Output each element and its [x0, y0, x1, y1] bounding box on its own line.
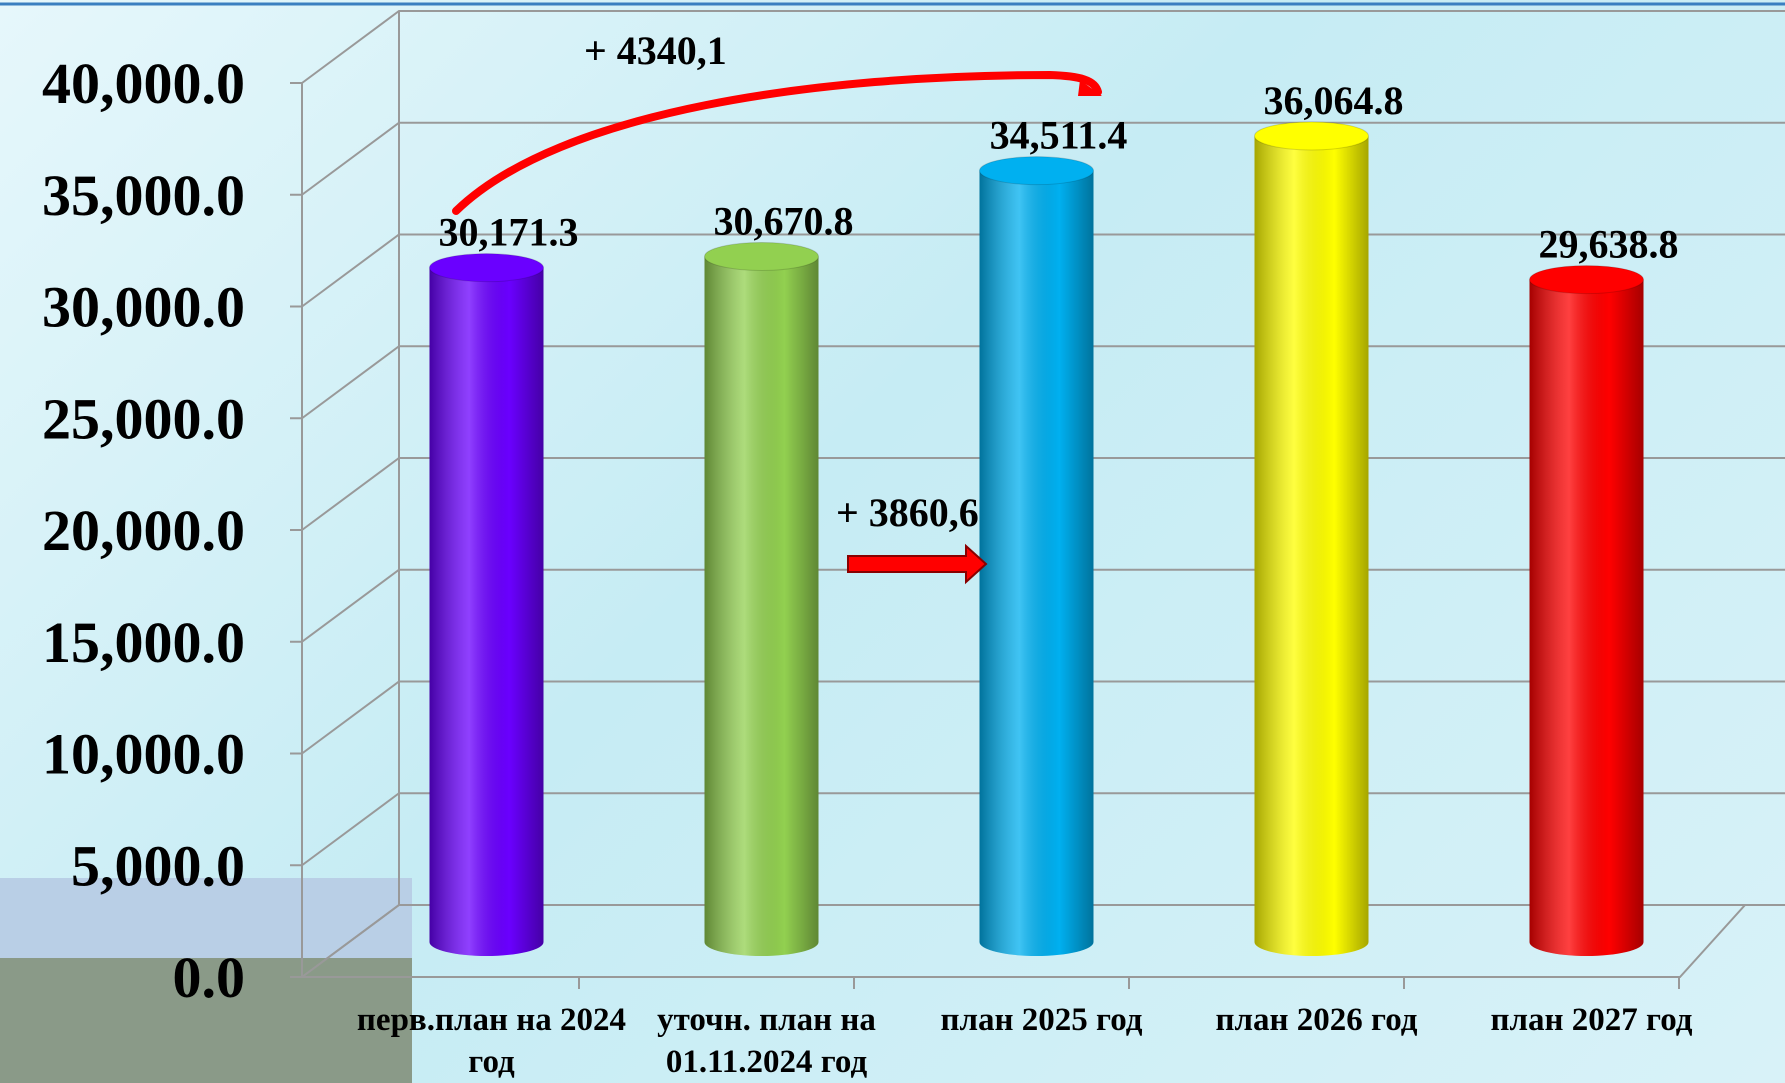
y-tick-label: 35,000.0	[42, 163, 245, 228]
y-tick-label: 15,000.0	[42, 610, 245, 675]
value-label: 30,171.3	[439, 210, 579, 255]
y-tick-label: 30,000.0	[42, 275, 245, 340]
y-tick-label: 10,000.0	[42, 722, 245, 787]
bar	[1529, 265, 1644, 957]
x-tick-label: план 2027 год	[1490, 1002, 1693, 1038]
value-label: 29,638.8	[1539, 222, 1679, 267]
x-tick-label: уточн. план на 01.11.2024 год	[657, 1002, 876, 1080]
x-tick-label: перв.план на 2024 год	[356, 1002, 627, 1080]
curved-arrow-head	[1078, 80, 1102, 96]
annotation: + 4340,1	[584, 28, 727, 73]
bar	[1254, 121, 1369, 957]
bar-shade	[704, 256, 819, 957]
y-tick-label: 5,000.0	[71, 833, 245, 898]
bar-top	[1254, 121, 1369, 151]
bar	[429, 253, 544, 957]
photo-sky	[0, 878, 412, 958]
bar-top	[704, 242, 819, 272]
y-tick-label: 0.0	[173, 945, 246, 1010]
x-tick-label: план 2026 год	[1215, 1002, 1418, 1038]
value-label: 36,064.8	[1264, 78, 1404, 123]
y-tick-label: 20,000.0	[42, 498, 245, 563]
bar-shade	[1529, 279, 1644, 957]
x-tick-label: план 2025 год	[940, 1002, 1143, 1038]
bar-top	[429, 253, 544, 283]
value-label: 30,670.8	[714, 199, 854, 244]
curved-arrow	[452, 70, 1102, 215]
bar-shade	[1254, 135, 1369, 957]
bar	[704, 242, 819, 957]
value-label: 34,511.4	[990, 113, 1128, 158]
bar-top	[979, 156, 1094, 186]
bar-shade	[979, 170, 1094, 957]
y-tick-label: 40,000.0	[42, 51, 245, 116]
bar	[979, 156, 1094, 957]
bar-shade	[429, 267, 544, 957]
annotation: + 3860,6	[836, 490, 979, 535]
arrow	[847, 543, 988, 585]
y-tick-label: 25,000.0	[42, 386, 245, 451]
bar-top	[1529, 265, 1644, 295]
